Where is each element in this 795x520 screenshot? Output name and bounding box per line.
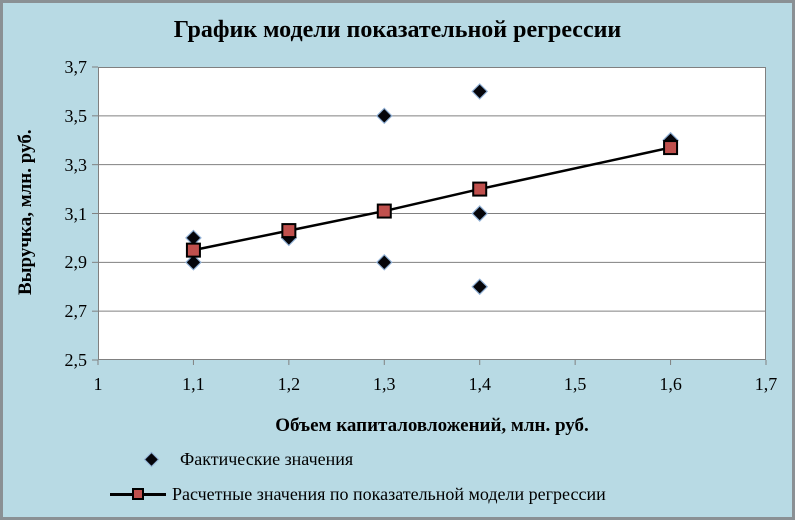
x-tick-label: 1,7 [754,374,778,394]
x-axis-title: Объем капиталовложений, млн. руб. [275,415,589,436]
y-tick-label: 3,7 [64,57,88,77]
x-tick-label: 1,1 [182,374,205,394]
predicted-data-point [663,140,679,156]
regression-line [193,146,671,252]
legend-label-predicted: Расчетные значения по показательной моде… [172,483,606,504]
x-tick-label: 1,4 [468,374,491,394]
y-tick-label: 3,3 [64,154,88,175]
y-tick-label: 2,9 [64,252,88,273]
y-tick-label: 2,7 [64,301,88,322]
chart-title: График модели показательной регрессии [173,17,622,43]
diamond-marker-icon [143,451,160,467]
actual-data-point [471,205,489,222]
square-marker-icon [132,488,144,500]
x-tick-label: 1,2 [277,374,301,394]
actual-data-point [375,253,393,271]
x-tick-label: 1,3 [373,374,396,394]
legend-item-predicted: Расчетные значения по показательной моде… [110,482,606,506]
x-tick-label: 1,6 [659,374,682,394]
y-tick-label: 3,1 [64,203,88,224]
actual-data-point [185,253,202,271]
plot-border [98,67,766,360]
plot-area [92,66,767,365]
line-square-marker-icon [110,488,166,500]
actual-data-point [471,278,489,296]
y-tick-label: 2,5 [64,350,88,370]
predicted-data-point [281,223,297,239]
x-tick-label: 1,5 [563,374,587,394]
predicted-data-point [376,203,392,219]
predicted-data-point [472,181,488,197]
actual-data-point [185,229,202,247]
actual-data-point [375,107,393,125]
actual-data-point [471,83,489,100]
y-tick-label: 3,5 [64,105,88,126]
x-tick-label: 1 [93,374,103,394]
plot-svg [92,66,767,365]
legend-item-actual: Фактические значения [143,447,354,471]
predicted-data-point [185,242,201,258]
legend-label-actual: Фактические значения [180,448,354,469]
